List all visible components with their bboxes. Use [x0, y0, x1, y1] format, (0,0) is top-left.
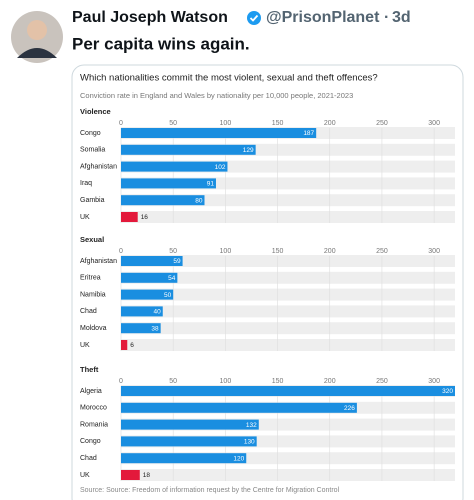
x-tick-label: 150 — [272, 378, 284, 385]
tweet-text: Per capita wins again. — [72, 34, 250, 53]
category-label: Congo — [80, 438, 101, 445]
avatar-body — [17, 48, 57, 58]
category-label: Chad — [80, 455, 97, 462]
bar — [121, 470, 140, 480]
row-band — [121, 255, 455, 267]
x-tick-label: 50 — [169, 120, 177, 127]
x-tick-label: 0 — [119, 378, 123, 385]
category-label: Algeria — [80, 388, 102, 395]
bar — [121, 436, 257, 447]
row-band — [121, 211, 455, 223]
x-tick-label: 200 — [324, 120, 336, 127]
x-tick-label: 300 — [428, 378, 440, 385]
bar — [121, 419, 259, 430]
verified-badge — [247, 11, 261, 25]
category-label: Eritrea — [80, 275, 101, 282]
panel-title: Violence — [80, 107, 111, 116]
post-time[interactable]: 3d — [392, 9, 411, 26]
category-label: Romania — [80, 421, 108, 428]
value-label: 54 — [168, 275, 176, 282]
value-label: 120 — [233, 455, 244, 462]
bar — [121, 272, 178, 283]
category-label: Iraq — [80, 180, 92, 187]
author-handle[interactable]: @PrisonPlanet — [266, 9, 380, 26]
x-tick-label: 200 — [324, 248, 336, 255]
x-tick-label: 150 — [272, 248, 284, 255]
category-label: Chad — [80, 308, 97, 315]
x-tick-label: 300 — [428, 120, 440, 127]
x-tick-label: 250 — [376, 378, 388, 385]
category-label: Gambia — [80, 197, 105, 204]
bar — [121, 195, 205, 206]
bar — [121, 402, 357, 413]
figure-subtitle: Conviction rate in England and Wales by … — [80, 91, 353, 100]
x-tick-label: 250 — [376, 120, 388, 127]
value-label: 102 — [215, 164, 226, 171]
bar — [121, 128, 317, 138]
author-name[interactable]: Paul Joseph Watson — [72, 9, 228, 26]
bar — [121, 453, 247, 464]
value-label: 50 — [164, 292, 172, 299]
value-label: 80 — [195, 197, 203, 204]
x-tick-label: 0 — [119, 120, 123, 127]
bar — [121, 386, 455, 396]
category-label: UK — [80, 472, 90, 479]
bar — [121, 256, 183, 266]
x-tick-label: 0 — [119, 248, 123, 255]
value-label: 16 — [141, 214, 149, 221]
category-label: Afghanistan — [80, 258, 117, 265]
panel-title: Sexual — [80, 235, 104, 244]
value-label: 6 — [130, 342, 134, 349]
x-tick-label: 100 — [220, 248, 232, 255]
category-label: UK — [80, 342, 90, 349]
row-band — [121, 322, 455, 335]
value-label: 38 — [151, 325, 159, 332]
bar — [121, 323, 161, 334]
x-tick-label: 50 — [169, 378, 177, 385]
bar — [121, 340, 128, 350]
x-tick-label: 300 — [428, 248, 440, 255]
bar — [121, 306, 163, 317]
bar — [121, 144, 256, 155]
x-tick-label: 250 — [376, 248, 388, 255]
category-label: Moldova — [80, 325, 107, 332]
value-label: 59 — [173, 258, 181, 265]
avatar-face — [27, 20, 47, 40]
category-label: Morocco — [80, 405, 107, 412]
row-band — [121, 469, 455, 481]
value-label: 18 — [143, 472, 151, 479]
figure-source: Source: Source: Freedom of information r… — [80, 487, 340, 494]
bar — [121, 212, 138, 222]
value-label: 226 — [344, 405, 355, 412]
category-label: Congo — [80, 130, 101, 137]
x-tick-label: 50 — [169, 248, 177, 255]
row-band — [121, 339, 455, 351]
row-band — [121, 288, 455, 301]
separator: · — [384, 9, 389, 26]
value-label: 130 — [244, 439, 255, 446]
x-tick-label: 200 — [324, 378, 336, 385]
row-band — [121, 271, 455, 284]
category-label: Namibia — [80, 291, 106, 298]
row-band — [121, 305, 455, 318]
value-label: 132 — [246, 422, 257, 429]
value-label: 91 — [207, 181, 215, 188]
category-label: Afghanistan — [80, 163, 117, 170]
bar — [121, 161, 228, 172]
value-label: 187 — [303, 130, 314, 137]
x-tick-label: 150 — [272, 120, 284, 127]
x-tick-label: 100 — [220, 378, 232, 385]
figure-title: Which nationalities commit the most viol… — [80, 73, 378, 84]
panel-title: Theft — [80, 365, 99, 374]
x-tick-label: 100 — [220, 120, 232, 127]
bar — [121, 178, 216, 189]
bar — [121, 289, 174, 300]
value-label: 129 — [243, 147, 254, 154]
value-label: 40 — [154, 309, 162, 316]
value-label: 320 — [442, 388, 453, 395]
category-label: Somalia — [80, 147, 105, 154]
category-label: UK — [80, 214, 90, 221]
